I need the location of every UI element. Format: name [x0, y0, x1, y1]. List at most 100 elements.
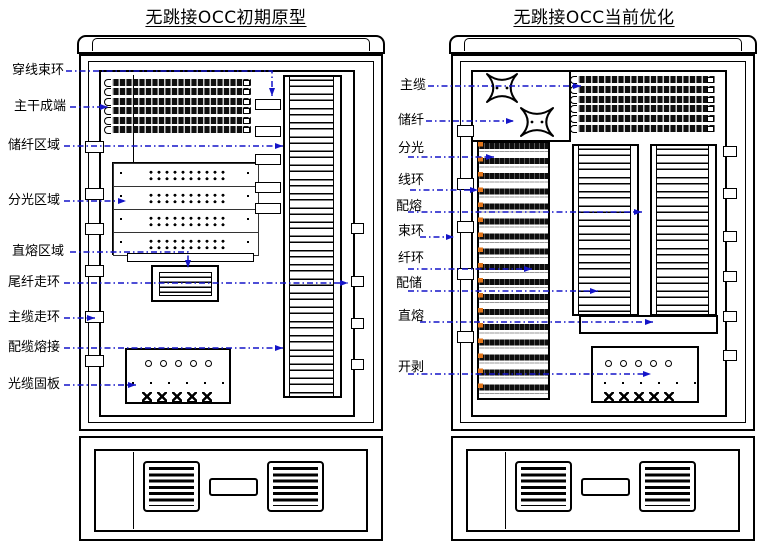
splice-tray: [570, 95, 715, 104]
cable-clamp-icon: [205, 360, 212, 367]
splice-shelf: [127, 253, 254, 262]
ladder-rail: [708, 146, 709, 314]
routing-ring: [457, 331, 474, 343]
right-diagram-title: 无跳接OCC当前优化: [513, 8, 675, 28]
base-panel-line: [133, 452, 134, 529]
cable-clamp-icon: [635, 360, 642, 367]
routing-ring: [85, 355, 104, 367]
threading-ring: [255, 182, 281, 193]
cable-clamp-icon: [145, 360, 152, 367]
label-distribution-storage: 配储: [396, 276, 423, 291]
handle-plate: [209, 478, 258, 496]
ladder-rail: [289, 77, 290, 396]
tray-hinge-marks: [478, 142, 483, 398]
label-direct-splice: 直熔: [398, 309, 425, 324]
splice-tray: [570, 124, 715, 133]
routing-ring: [351, 359, 364, 370]
ladder-rail: [630, 146, 631, 314]
trunk-termination-tray-stack: [104, 77, 252, 135]
fixing-dot: [150, 382, 152, 384]
base-panel-line: [505, 452, 506, 529]
threading-ring: [255, 203, 281, 214]
left-diagram-title: 无跳接OCC初期原型: [145, 8, 307, 28]
cable-gland-icon: [604, 392, 614, 403]
fixing-dot: [694, 382, 696, 384]
fixing-dot: [186, 382, 188, 384]
label-trunk-termination: 主干成端: [14, 99, 67, 114]
routing-ring: [723, 231, 737, 242]
threading-ring: [255, 154, 281, 165]
vent-grille: [515, 461, 572, 512]
fiber-storage-ladder: [283, 75, 342, 398]
ladder-gutter: [285, 77, 289, 396]
label-fiber-storage-area: 储纤区域: [8, 138, 61, 153]
fixing-dot: [204, 382, 206, 384]
splice-tray: [570, 76, 715, 84]
routing-ring: [351, 318, 364, 329]
splitter-port-grid: [146, 191, 226, 205]
vent-fins: [149, 467, 194, 506]
splice-tray: [570, 85, 715, 94]
label-distribution-splice: 配熔: [396, 199, 423, 214]
latch-dot: [247, 241, 249, 243]
cable-clamp-icon: [605, 360, 612, 367]
vent-grille: [639, 461, 696, 512]
cable-gland-icon: [202, 392, 212, 403]
cabinet-cap-inner: [92, 38, 370, 51]
cable-gland-icon: [157, 392, 167, 403]
label-pigtail-routing-ring: 尾纤走环: [8, 275, 61, 290]
ladder-gutter: [334, 77, 340, 396]
routing-ring: [85, 311, 104, 323]
routing-ring: [457, 268, 474, 280]
label-fiber-storage: 储纤: [398, 113, 425, 128]
routing-ring: [85, 223, 104, 235]
splice-tray: [570, 105, 715, 114]
vent-grille: [143, 461, 200, 512]
latch-dot: [120, 218, 122, 220]
cable-gland-icon: [634, 392, 644, 403]
cable-clamp-icon: [665, 360, 672, 367]
splice-tray: [104, 88, 251, 97]
fiber-storage-ladder: [650, 144, 717, 316]
handle-plate: [581, 478, 630, 496]
label-threading-bundle-ring: 穿线束环: [12, 63, 65, 78]
splice-tray: [104, 97, 251, 106]
routing-ring: [723, 350, 737, 361]
label-main-cable-routing-ring: 主缆走环: [8, 310, 61, 325]
ladder-gutter: [631, 146, 637, 314]
fixing-dot: [640, 382, 642, 384]
label-main-cable: 主缆: [400, 78, 427, 93]
fixing-dot: [676, 382, 678, 384]
cable-clamp-icon: [190, 360, 197, 367]
cable-clamp-icon: [160, 360, 167, 367]
cable-gland-icon: [172, 392, 182, 403]
direct-splice-tray: [159, 272, 212, 296]
label-splitter: 分光: [398, 141, 425, 156]
cable-gland-icon: [619, 392, 629, 403]
vent-fins: [273, 467, 318, 506]
routing-ring: [457, 125, 474, 137]
label-bundle-ring: 束环: [398, 224, 425, 239]
ladder-gutter: [574, 146, 578, 314]
fixing-dot: [604, 382, 606, 384]
cable-gland-icon: [142, 392, 152, 403]
cable-gland-icon: [649, 392, 659, 403]
splice-tray: [570, 115, 715, 124]
cable-clamp-icon: [650, 360, 657, 367]
label-cable-stripping: 开剥: [398, 360, 425, 375]
latch-dot: [120, 172, 122, 174]
splice-tray: [104, 125, 251, 134]
routing-ring: [351, 276, 364, 287]
label-distribution-cable-splice: 配缆熔接: [8, 340, 61, 355]
cable-gland-icon: [187, 392, 197, 403]
cable-clamp-icon: [620, 360, 627, 367]
cable-clamp-icon: [175, 360, 182, 367]
ladder-rail: [656, 146, 657, 314]
splitter-port-grid: [146, 214, 226, 228]
direct-splice-box: [579, 315, 718, 334]
fixing-dot: [658, 382, 660, 384]
splice-tray-column: [477, 141, 550, 400]
label-direct-splice-area: 直熔区域: [12, 244, 65, 259]
fixing-dot: [622, 382, 624, 384]
label-cable-fixing-plate: 光缆固板: [8, 377, 61, 392]
